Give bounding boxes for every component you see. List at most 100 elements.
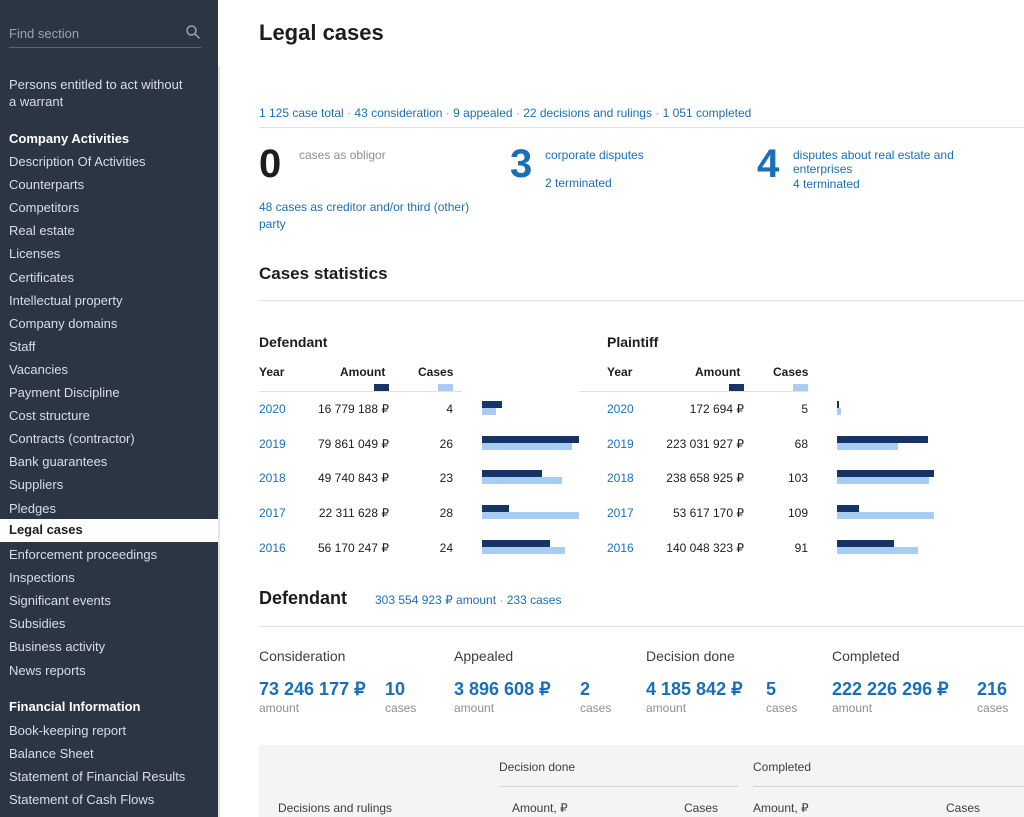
summary-amount-consideration[interactable]: 73 246 177 ₽: [259, 679, 366, 699]
sidebar-item-bank-guarantees[interactable]: Bank guarantees: [9, 454, 108, 470]
divider: [753, 786, 1024, 787]
cases-value: 26: [439, 436, 453, 451]
decisions-table: [259, 745, 1024, 817]
table-group-completed: Completed: [753, 760, 812, 774]
legend-amount: [729, 384, 744, 391]
sidebar-item-contracts-contractor[interactable]: Contracts (contractor): [9, 431, 135, 447]
link-completed[interactable]: 1 051 completed: [662, 106, 752, 120]
sidebar-item-enforcement-proceedings[interactable]: Enforcement proceedings: [9, 547, 158, 562]
cases-value: 24: [439, 540, 453, 555]
sidebar-item-licenses[interactable]: Licenses: [9, 246, 61, 262]
summary-amount-decision-done[interactable]: 4 185 842 ₽: [646, 679, 743, 699]
sidebar-item-label: a warrant: [9, 94, 64, 109]
sidebar-item-legal-cases[interactable]: Legal cases: [0, 519, 218, 542]
divider: [259, 300, 1024, 301]
sidebar-item-persons-entitled[interactable]: Persons entitled to act without a warran…: [9, 76, 182, 110]
divider: [579, 391, 809, 392]
sidebar-item-statement-of-financial-results[interactable]: Statement of Financial Results: [9, 769, 186, 785]
table-col-cases[interactable]: Cases: [946, 801, 981, 815]
realestate-link-line: enterprises: [793, 162, 853, 176]
sidebar-item-pledges[interactable]: Pledges: [9, 500, 56, 516]
summary-cases-appealed[interactable]: 2: [580, 679, 591, 699]
realestate-disputes-link[interactable]: disputes about real estate and enterpris…: [793, 148, 954, 176]
corporate-count[interactable]: 3: [510, 142, 533, 186]
summary-amount-completed[interactable]: 222 226 296 ₽: [832, 679, 949, 699]
year-link[interactable]: 2017: [259, 506, 286, 521]
realestate-link-line: disputes about real estate and: [793, 148, 954, 162]
creditor-link[interactable]: 48 cases as creditor and/or third (other…: [259, 199, 469, 233]
corporate-disputes-link[interactable]: corporate disputes: [545, 148, 644, 162]
sidebar-item-label: Legal cases: [9, 522, 83, 537]
year-link[interactable]: 2020: [607, 402, 634, 416]
amount-bar: [837, 435, 928, 443]
sidebar-item-subsidies[interactable]: Subsidies: [9, 616, 66, 632]
year-link[interactable]: 2019: [259, 436, 286, 451]
stats-title: Cases statistics: [259, 264, 388, 283]
legend-cases: [793, 384, 808, 391]
year-link[interactable]: 2019: [607, 436, 634, 451]
sidebar-scrollbar[interactable]: [218, 66, 220, 817]
sidebar-item-counterparts[interactable]: Counterparts: [9, 177, 85, 193]
table-col-amount[interactable]: Amount, ₽: [753, 801, 809, 815]
summary-amount-caption: amount: [259, 701, 300, 715]
sidebar-item-vacancies[interactable]: Vacancies: [9, 361, 69, 377]
summary-cases-caption: cases: [977, 701, 1009, 715]
summary-amount-appealed[interactable]: 3 896 608 ₽: [454, 679, 551, 699]
sidebar-item-staff[interactable]: Staff: [9, 338, 36, 354]
amount-value: 223 031 927 ₽: [666, 436, 744, 451]
sidebar-item-certificates[interactable]: Certificates: [9, 269, 75, 285]
col-year: Year: [607, 365, 633, 379]
amount-bar: [837, 505, 859, 513]
summary-label-completed: Completed: [832, 648, 900, 664]
link-total-amount[interactable]: 303 554 923 ₽ amount: [375, 593, 497, 607]
cases-value: 68: [794, 436, 808, 451]
link-appealed[interactable]: 9 appealed: [453, 106, 513, 120]
link-total-cases[interactable]: 1 125 case total: [259, 106, 344, 120]
sidebar-item-description-of-activities[interactable]: Description Of Activities: [9, 154, 146, 169]
summary-cases-decision-done[interactable]: 5: [766, 679, 777, 699]
sidebar-item-cost-structure[interactable]: Cost structure: [9, 408, 90, 424]
amount-value: 79 861 049 ₽: [317, 436, 389, 451]
realestate-count[interactable]: 4: [757, 142, 780, 186]
year-link[interactable]: 2016: [259, 540, 286, 555]
section-search[interactable]: Find section: [9, 22, 201, 48]
link-consideration[interactable]: 43 consideration: [354, 106, 443, 120]
search-icon[interactable]: [185, 24, 201, 40]
sidebar-item-statement-of-cash-flows[interactable]: Statement of Cash Flows: [9, 792, 155, 808]
year-link[interactable]: 2020: [259, 402, 286, 416]
amount-bar: [482, 435, 579, 443]
legend-amount: [374, 384, 389, 391]
summary-cases-caption: cases: [385, 701, 417, 715]
cases-bar: [482, 442, 572, 450]
sidebar-item-company-domains[interactable]: Company domains: [9, 315, 118, 331]
cases-bar: [482, 546, 565, 554]
sidebar-item-significant-events[interactable]: Significant events: [9, 593, 111, 609]
summary-cases-completed[interactable]: 216: [977, 679, 1008, 699]
sidebar-item-book-keeping-report[interactable]: Book-keeping report: [9, 723, 127, 738]
corporate-terminated-link[interactable]: 2 terminated: [545, 176, 612, 190]
amount-value: 238 658 925 ₽: [666, 471, 744, 486]
sidebar-item-competitors[interactable]: Competitors: [9, 200, 80, 216]
table-col-amount[interactable]: Amount, ₽: [512, 801, 568, 815]
year-link[interactable]: 2018: [607, 471, 634, 486]
sidebar-item-business-activity[interactable]: Business activity: [9, 639, 106, 655]
sidebar-item-intellectual-property[interactable]: Intellectual property: [9, 292, 123, 308]
sidebar-item-suppliers[interactable]: Suppliers: [9, 477, 64, 493]
cases-bar: [482, 408, 496, 415]
link-decisions[interactable]: 22 decisions and rulings: [523, 106, 652, 120]
creditor-link-line: party: [259, 217, 286, 231]
year-link[interactable]: 2018: [259, 471, 286, 486]
sidebar-item-real-estate[interactable]: Real estate: [9, 223, 75, 239]
link-total-cases[interactable]: 233 cases: [506, 593, 562, 607]
year-link[interactable]: 2016: [607, 540, 634, 555]
realestate-terminated-link[interactable]: 4 terminated: [793, 177, 860, 191]
sidebar-item-inspections[interactable]: Inspections: [9, 570, 75, 586]
sidebar-item-news-reports[interactable]: News reports: [9, 662, 86, 678]
table-col-cases[interactable]: Cases: [684, 801, 719, 815]
year-link[interactable]: 2017: [607, 506, 634, 521]
sidebar-item-balance-sheet[interactable]: Balance Sheet: [9, 746, 94, 762]
search-input[interactable]: Find section: [9, 26, 80, 41]
sidebar-item-payment-discipline[interactable]: Payment Discipline: [9, 385, 120, 400]
summary-label-consideration: Consideration: [259, 648, 346, 664]
summary-cases-consideration[interactable]: 10: [385, 679, 406, 699]
